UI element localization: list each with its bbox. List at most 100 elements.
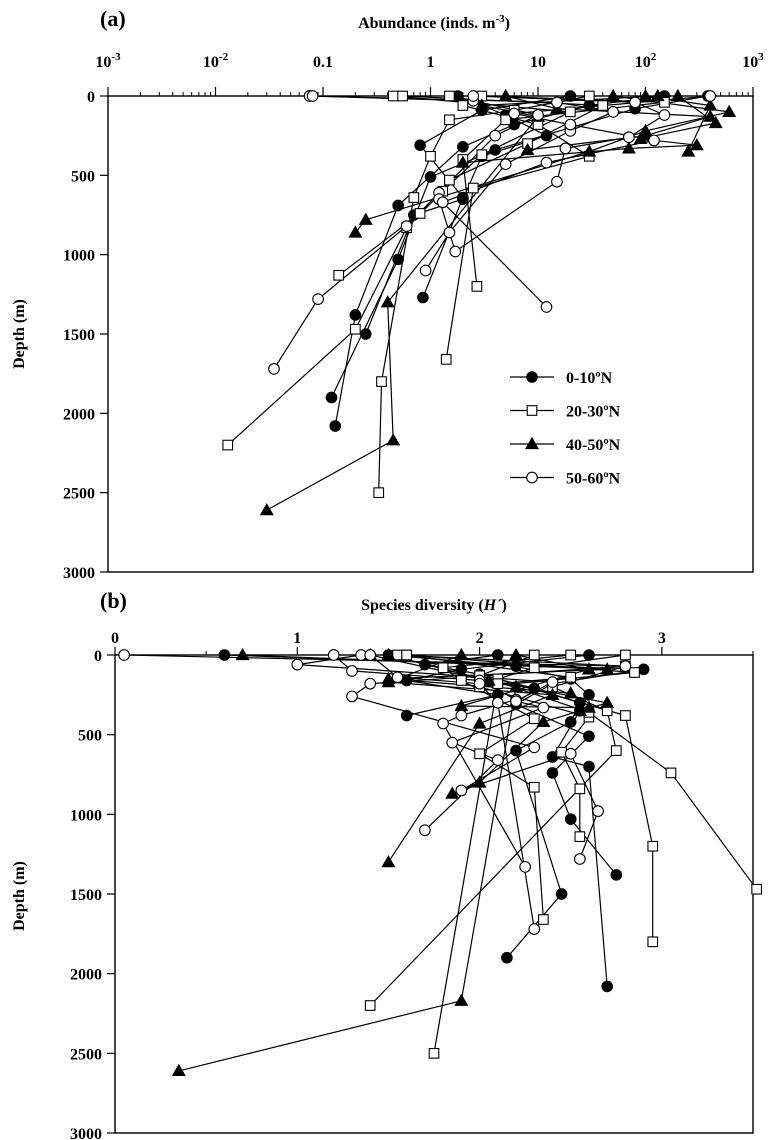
data-point-50-60-n bbox=[658, 109, 671, 121]
data-point-50-60-n bbox=[291, 658, 304, 671]
data-point-50-60-n bbox=[436, 196, 449, 209]
data-point-50-60-n bbox=[546, 676, 559, 688]
data-point-0-10-n bbox=[417, 291, 429, 304]
data-point-0-10-n bbox=[510, 744, 522, 757]
data-point-50-60-n bbox=[491, 754, 504, 767]
y-tick-label: 0 bbox=[87, 89, 95, 106]
panel-b-axis-ticks bbox=[107, 647, 754, 1134]
panel-b-series-lines bbox=[124, 654, 758, 1072]
y-tick-label: 1500 bbox=[70, 887, 102, 904]
panel-a-label: (a) bbox=[100, 6, 126, 31]
data-point-40-50-n bbox=[572, 703, 587, 716]
series-line-50-60-n-3 bbox=[296, 654, 554, 831]
data-point-20-30-n bbox=[528, 781, 540, 793]
legend-label: 50-60ºN bbox=[566, 471, 621, 488]
data-point-50-60-n bbox=[455, 709, 468, 722]
data-point-50-60-n bbox=[592, 805, 604, 817]
data-point-0-10-n bbox=[583, 649, 595, 661]
y-tick-label: 1000 bbox=[70, 807, 102, 824]
data-point-50-60-n bbox=[704, 90, 717, 102]
data-point-20-30-n bbox=[428, 1047, 440, 1059]
data-point-0-10-n bbox=[349, 309, 362, 321]
data-point-20-30-n bbox=[350, 323, 361, 335]
data-point-50-60-n bbox=[437, 717, 449, 730]
data-point-0-10-n bbox=[583, 730, 595, 743]
data-point-20-30-n bbox=[665, 767, 677, 779]
data-point-40-50-n bbox=[638, 128, 653, 141]
data-point-40-50-n bbox=[474, 98, 489, 111]
data-point-40-50-n bbox=[381, 855, 396, 868]
x-tick-label: 0 bbox=[111, 630, 119, 647]
data-point-20-30-n bbox=[437, 662, 449, 674]
x-tick-label: 10 bbox=[530, 54, 546, 71]
data-point-50-60-n bbox=[564, 747, 577, 760]
data-point-50-60-n bbox=[532, 109, 544, 121]
data-point-0-10-n bbox=[424, 171, 437, 183]
data-point-50-60-n bbox=[510, 695, 522, 708]
series-line-40-50-n-4 bbox=[460, 654, 590, 709]
data-point-20-30-n bbox=[528, 649, 540, 661]
data-point-20-30-n bbox=[565, 106, 576, 118]
data-point-50-60-n bbox=[491, 696, 504, 709]
data-point-20-30-n bbox=[401, 649, 413, 661]
chart-panel-b: (b) Species diversity (H´) Depth (m) 0 1 2… bbox=[11, 588, 762, 1140]
data-point-40-50-n bbox=[563, 686, 578, 699]
data-point-0-10-n bbox=[359, 328, 372, 340]
data-point-50-60-n bbox=[419, 264, 432, 277]
data-point-20-30-n bbox=[574, 831, 586, 842]
data-point-0-10-n bbox=[564, 716, 577, 728]
data-point-50-60-n bbox=[564, 118, 577, 131]
data-point-50-60-n bbox=[346, 690, 358, 703]
x-tick-label: 0.1 bbox=[313, 54, 333, 71]
panel-a-y-axis-title: Depth (m) bbox=[11, 299, 28, 369]
data-point-50-60-n bbox=[467, 90, 480, 102]
data-point-0-10-n bbox=[457, 140, 469, 153]
panel-b-label: (b) bbox=[100, 588, 127, 613]
data-point-50-60-n bbox=[419, 824, 431, 837]
data-point-20-30-n bbox=[556, 746, 567, 758]
y-tick-label: 3000 bbox=[63, 565, 95, 582]
data-point-50-60-n bbox=[312, 293, 324, 305]
data-point-20-30-n bbox=[222, 439, 234, 451]
data-point-50-60-n bbox=[540, 156, 553, 169]
data-point-40-50-n bbox=[581, 662, 596, 675]
chart-panel-a: (a) Abundance (inds. m-3) Depth (m) 10-3… bbox=[11, 6, 764, 582]
data-point-50-60-n bbox=[559, 142, 572, 155]
data-point-40-50-n bbox=[708, 115, 723, 129]
data-point-20-30-n bbox=[440, 354, 452, 365]
data-point-50-60-n bbox=[629, 96, 641, 109]
data-point-40-50-n bbox=[606, 88, 621, 102]
panel-b-data-points bbox=[118, 647, 762, 1076]
legend-label: 0-10ºN bbox=[566, 370, 613, 387]
data-point-0-10-n bbox=[492, 649, 504, 661]
data-point-20-30-n bbox=[647, 840, 659, 852]
data-point-20-30-n bbox=[583, 90, 595, 102]
data-point-40-50-n bbox=[509, 679, 524, 692]
legend: 0-10ºN 20-30ºN 40-50ºN 50-60ºN bbox=[510, 370, 621, 488]
data-point-50-60-n bbox=[118, 649, 130, 661]
data-point-0-10-n bbox=[583, 760, 595, 773]
data-point-0-10-n bbox=[555, 888, 568, 900]
panel-b-y-axis-title: Depth (m) bbox=[11, 861, 28, 931]
y-tick-label: 0 bbox=[94, 648, 102, 665]
data-point-20-30-n bbox=[444, 90, 455, 102]
data-point-50-60-n bbox=[489, 129, 502, 142]
data-point-50-60-n bbox=[400, 220, 413, 232]
data-point-40-50-n bbox=[582, 144, 597, 157]
panel-b-x-tick-labels: 0 1 2 3 bbox=[111, 630, 666, 647]
legend-marker-20-30-n bbox=[526, 405, 538, 416]
data-point-0-10-n bbox=[501, 951, 513, 964]
data-point-50-60-n bbox=[551, 96, 563, 109]
data-point-40-50-n bbox=[670, 88, 685, 102]
data-point-0-10-n bbox=[218, 649, 231, 661]
x-tick-label: 10-2 bbox=[203, 51, 229, 71]
data-point-40-50-n bbox=[703, 109, 718, 122]
data-point-40-50-n bbox=[454, 993, 469, 1006]
series-line-20-30-n-6 bbox=[406, 654, 572, 1054]
series-line-50-60-n-3 bbox=[438, 95, 666, 253]
data-point-20-30-n bbox=[408, 192, 420, 203]
data-point-50-60-n bbox=[551, 175, 563, 188]
data-point-40-50-n bbox=[454, 647, 469, 661]
data-point-20-30-n bbox=[387, 90, 399, 102]
